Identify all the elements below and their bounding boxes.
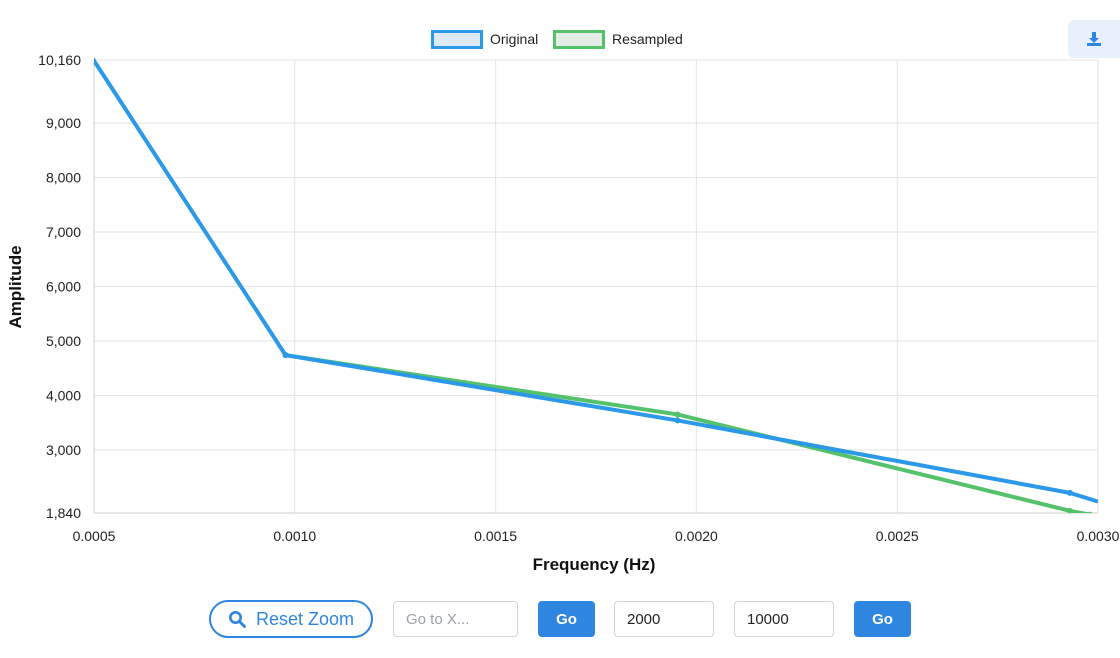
x-axis-title: Frequency (Hz) — [533, 555, 656, 574]
chart-controls: Reset Zoom Go Go — [0, 600, 1120, 640]
x-tick-label: 0.0030 — [1077, 528, 1120, 544]
range-go-button[interactable]: Go — [854, 601, 911, 637]
goto-go-button[interactable]: Go — [538, 601, 595, 637]
search-icon — [228, 611, 246, 628]
download-icon — [1087, 32, 1101, 46]
data-point[interactable] — [1066, 507, 1073, 514]
y-tick-label: 10,160 — [38, 52, 81, 68]
y-tick-label: 6,000 — [46, 279, 81, 295]
goto-x-input[interactable] — [393, 601, 518, 637]
y-tick-label: 4,000 — [46, 387, 81, 403]
y-tick-label: 5,000 — [46, 333, 81, 349]
y-tick-label: 1,840 — [46, 505, 81, 521]
series-original — [94, 57, 1098, 504]
data-point[interactable] — [1087, 511, 1093, 518]
x-tick-label: 0.0010 — [273, 528, 316, 544]
data-point[interactable] — [1066, 489, 1073, 496]
download-button[interactable] — [1068, 20, 1120, 58]
x-tick-label: 0.0005 — [73, 528, 116, 544]
legend-swatch — [431, 30, 483, 49]
legend: Original Resampled — [431, 30, 683, 49]
y-tick-label: 8,000 — [46, 170, 81, 186]
data-point[interactable] — [674, 417, 681, 424]
grid — [93, 59, 1099, 514]
amplitude-chart: Original Resampled 0.0005 0.0010 0.0015 0.00… — [6, 30, 1120, 574]
y-tick-label: 3,000 — [46, 442, 81, 458]
legend-label[interactable]: Resampled — [612, 31, 683, 47]
reset-zoom-label: Reset Zoom — [255, 608, 355, 629]
x-tick-label: 0.0020 — [675, 528, 718, 544]
legend-label[interactable]: Original — [490, 31, 538, 47]
series-line — [285, 353, 1091, 513]
data-point[interactable] — [282, 352, 289, 359]
series-resampled — [282, 352, 1093, 518]
range-min-input[interactable] — [614, 601, 714, 637]
range-max-input[interactable] — [734, 601, 834, 637]
tick-labels: 0.0005 0.0010 0.0015 0.0020 0.0025 0.0030 1,84… — [38, 52, 1119, 544]
series-layer — [94, 57, 1098, 518]
y-tick-label: 7,000 — [46, 224, 81, 240]
y-axis-title: Amplitude — [6, 245, 25, 328]
series-line — [94, 57, 1098, 504]
legend-swatch — [553, 30, 605, 49]
y-tick-label: 9,000 — [46, 115, 81, 131]
data-point[interactable] — [674, 411, 681, 418]
reset-zoom-button[interactable]: Reset Zoom — [209, 600, 373, 638]
x-tick-label: 0.0015 — [474, 528, 517, 544]
x-tick-label: 0.0025 — [876, 528, 919, 544]
